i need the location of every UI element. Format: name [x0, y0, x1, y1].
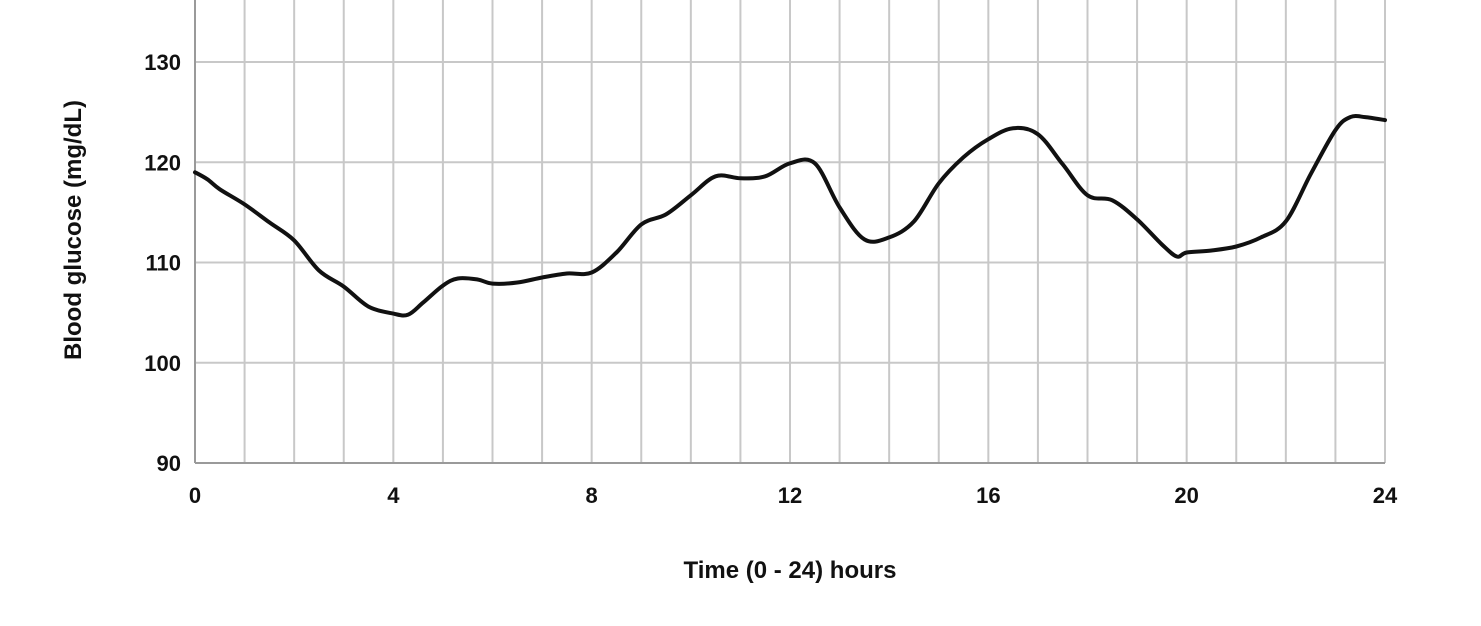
y-tick-label: 130	[144, 50, 181, 75]
glucose-series-line	[193, 114, 1387, 318]
x-tick-label: 8	[586, 483, 598, 508]
x-tick-label: 0	[189, 483, 201, 508]
x-tick-label: 12	[778, 483, 802, 508]
y-tick-label: 120	[144, 150, 181, 175]
y-tick-labels: 90 100 110 120 130	[144, 50, 181, 476]
y-tick-label: 110	[146, 251, 182, 276]
x-axis-title: Time (0 - 24) hours	[684, 557, 897, 584]
axes	[194, 0, 1385, 464]
y-tick-label: 100	[144, 351, 181, 376]
x-tick-labels: 0 4 8 12 16 20 24	[189, 483, 1398, 508]
y-axis-title: Blood glucose (mg/dL)	[60, 100, 87, 360]
x-tick-label: 4	[387, 483, 400, 508]
x-tick-label: 24	[1373, 483, 1398, 508]
grid-lines	[195, 0, 1386, 463]
x-tick-label: 16	[976, 483, 1000, 508]
y-tick-label: 90	[157, 451, 181, 476]
x-tick-label: 20	[1174, 483, 1198, 508]
series-layer	[193, 114, 1387, 318]
